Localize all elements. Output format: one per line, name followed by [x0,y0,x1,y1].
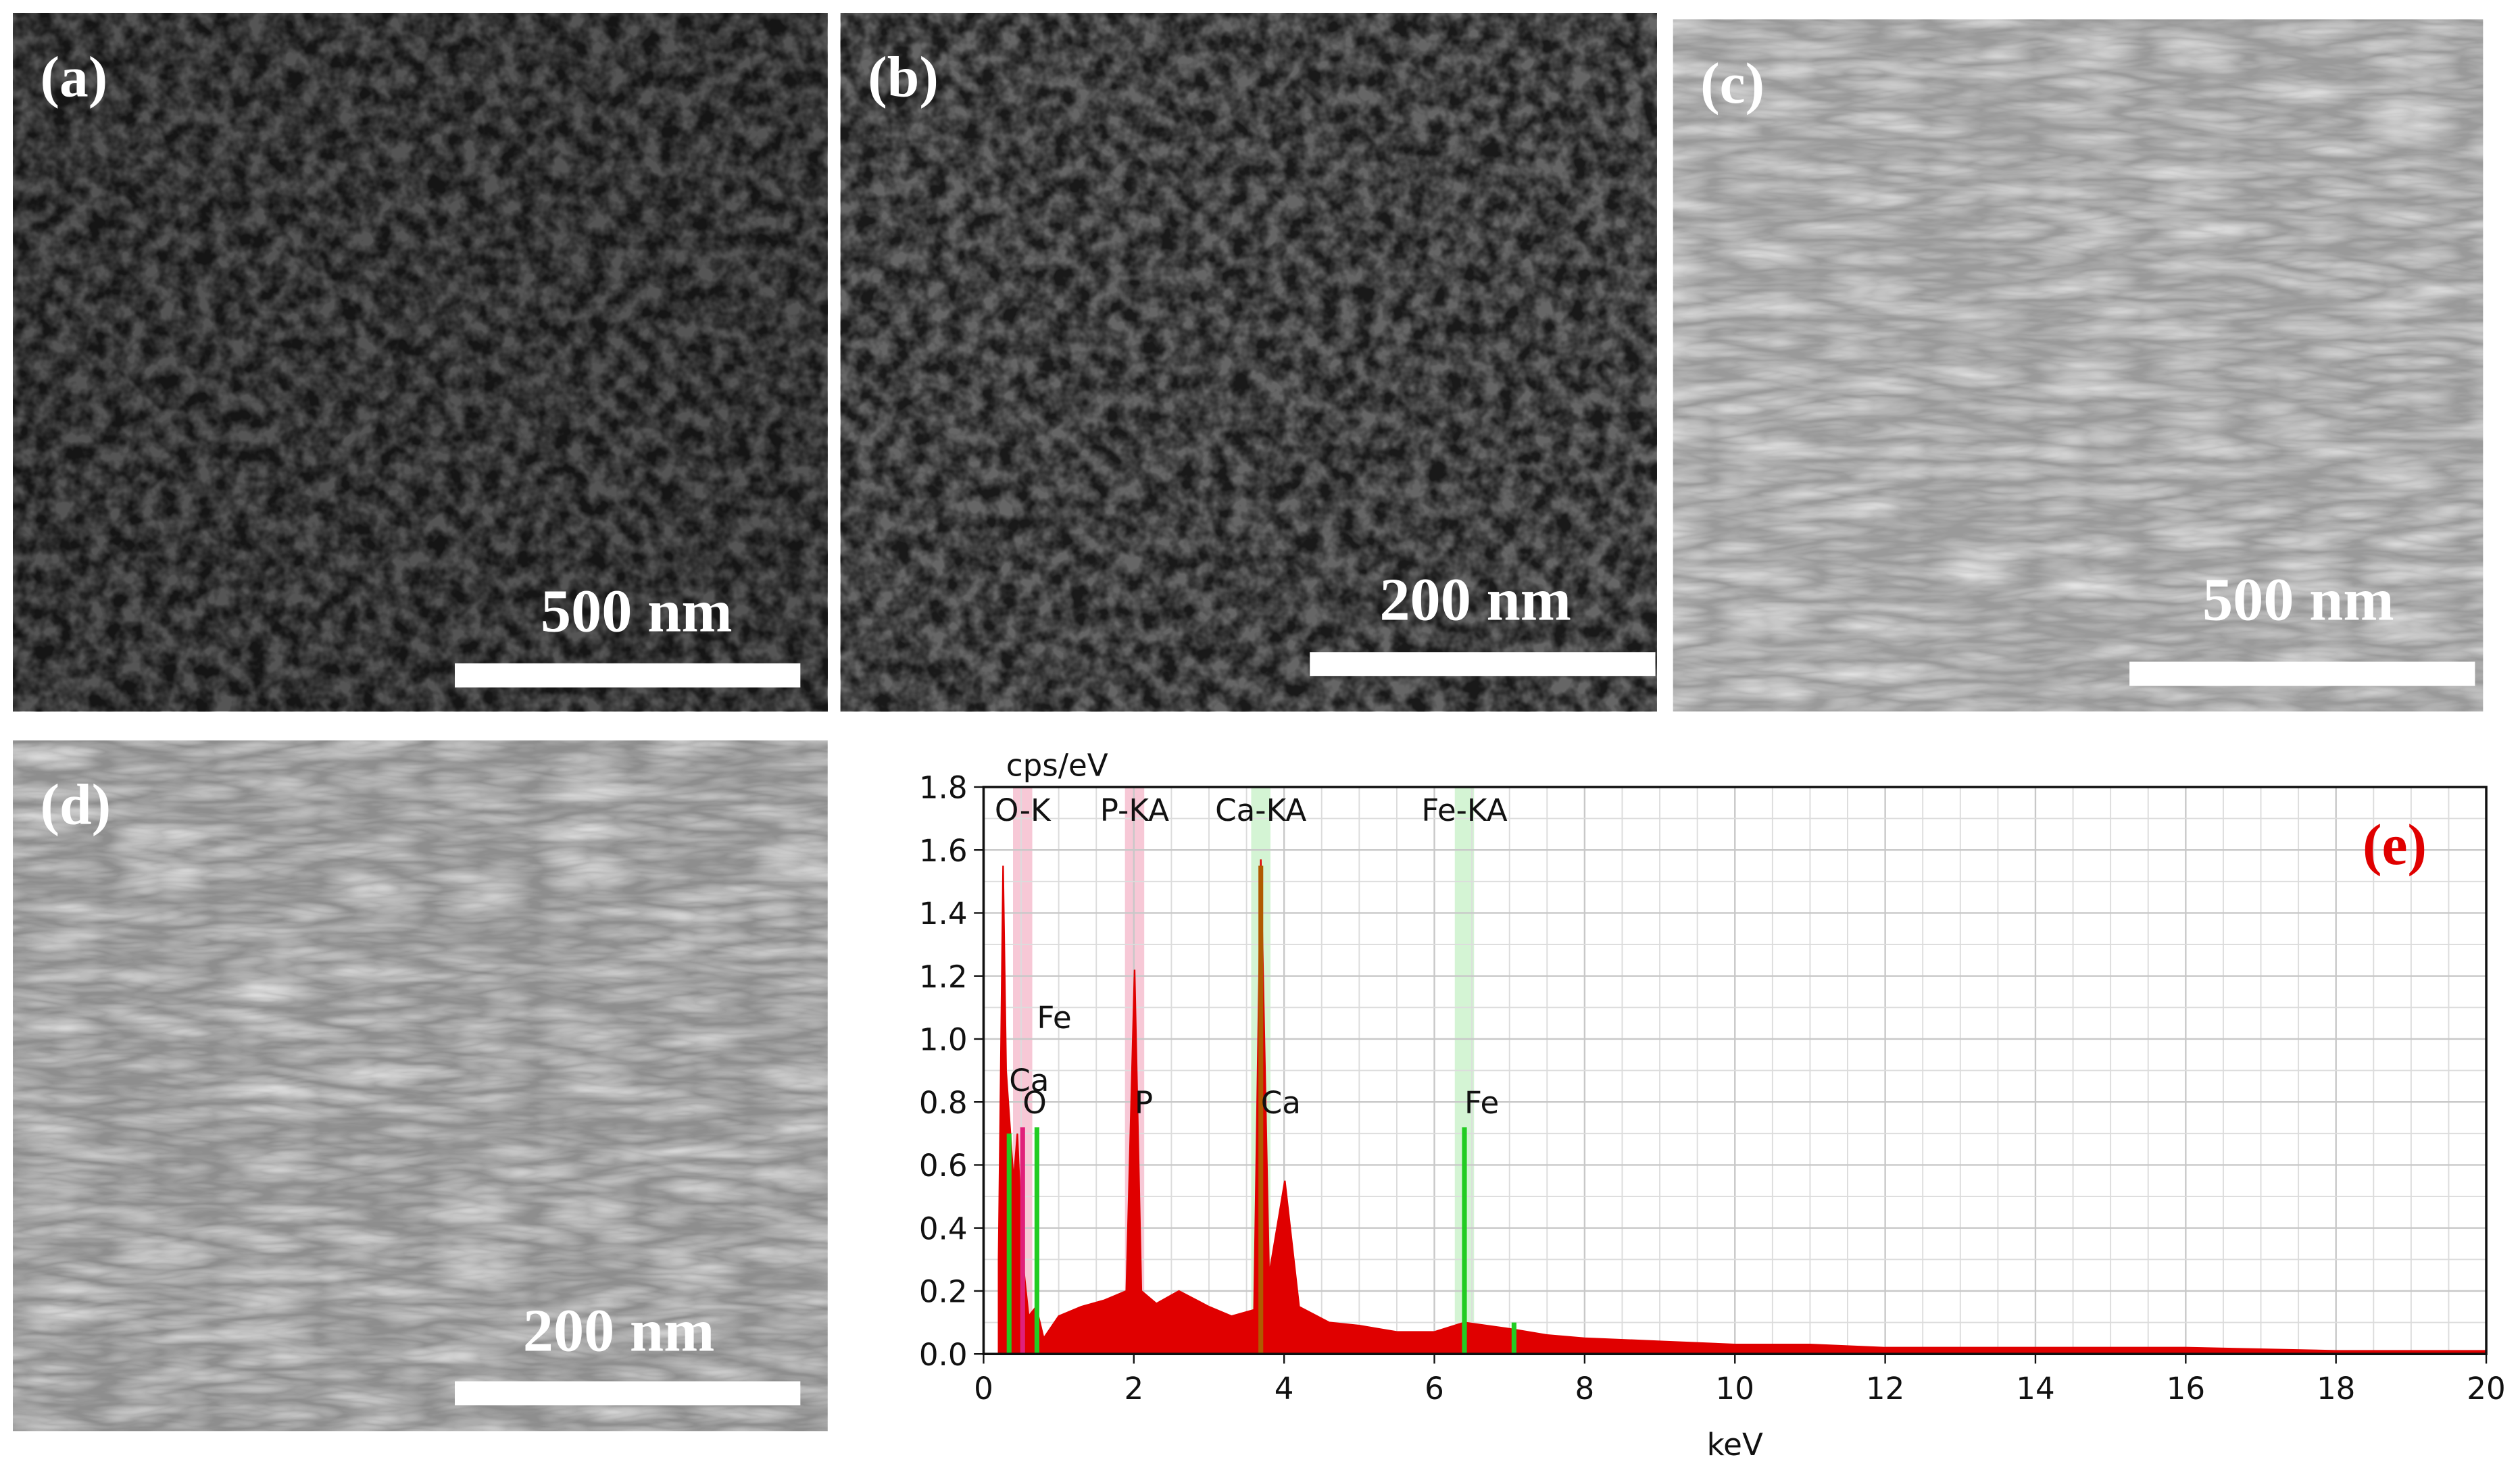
element-label: Fe [1464,1085,1499,1121]
element-label: Ca [1009,1063,1049,1098]
scale-bar [2129,661,2475,686]
sem-image: (b) 200 nm [840,13,1657,712]
x-tick-label: 4 [1275,1371,1294,1407]
peak-label: Ca-KA [1215,792,1306,828]
y-tick-label: 1.2 [919,959,968,994]
scale-bar-label: 500 nm [2202,565,2394,634]
y-tick-label: 0.6 [919,1148,968,1184]
scale-bar [1310,652,1656,676]
x-tick-label: 18 [2317,1371,2355,1407]
x-tick-label: 14 [2016,1371,2054,1407]
x-tick-label: 10 [1716,1371,1754,1407]
panel-label: (e) [2363,813,2427,877]
sem-panels: (a) 500 nm (b) 200 nm (c) 500 nm (d) 200 nm [13,13,2484,1432]
x-tick-label: 2 [1124,1371,1143,1407]
y-tick-label: 1.4 [919,896,968,932]
image-texture [13,13,828,712]
y-tick-label: 1.6 [919,833,968,869]
y-tick-label: 1.8 [919,770,968,806]
image-texture [13,740,828,1432]
sem-image: (d) 200 nm [13,740,828,1432]
y-tick-label: 0.2 [919,1274,968,1310]
sem-image: (c) 500 nm [1673,19,2484,712]
image-texture [840,13,1657,712]
y-tick-label: 0.4 [919,1211,968,1246]
y-tick-label: 1.0 [919,1022,968,1058]
x-tick-label: 8 [1575,1371,1595,1407]
x-tick-label: 0 [974,1371,993,1407]
scale-bar [455,663,801,688]
y-tick-label: 0.0 [919,1337,968,1373]
x-tick-label: 20 [2467,1371,2505,1407]
y-axis-label: cps/eV [1006,747,1108,783]
scale-bar-label: 200 nm [1379,565,1571,634]
sem-image: (a) 500 nm [13,13,828,712]
panel-label: (c) [1700,51,1764,116]
image-texture [1673,19,2484,712]
scale-bar-label: 200 nm [523,1296,715,1364]
panel-label: (a) [40,45,107,109]
panel-label: (d) [40,773,111,837]
y-tick-label: 0.8 [919,1085,968,1121]
spectrum-area [997,859,2488,1355]
peak-label: Fe-KA [1421,792,1507,828]
peak-label: O-K [995,792,1052,828]
x-tick-label: 16 [2167,1371,2205,1407]
element-label: O [1022,1085,1047,1121]
element-label: P [1135,1085,1153,1121]
x-axis-label: keV [1707,1427,1763,1463]
eds-chart: 0 2 4 6 8 10 12 14 16 18 20 0.0 0.2 0.4 0.6 0.8 1.0 1.2 1.… [919,747,2506,1463]
scale-bar [455,1381,801,1406]
x-tick-label: 12 [1866,1371,1904,1407]
element-label: Ca [1261,1085,1301,1121]
element-label: Fe [1037,1000,1071,1036]
peak-label: P-KA [1100,792,1169,828]
x-tick-label: 6 [1425,1371,1444,1407]
scale-bar-label: 500 nm [541,576,733,644]
panel-label: (b) [868,45,939,109]
